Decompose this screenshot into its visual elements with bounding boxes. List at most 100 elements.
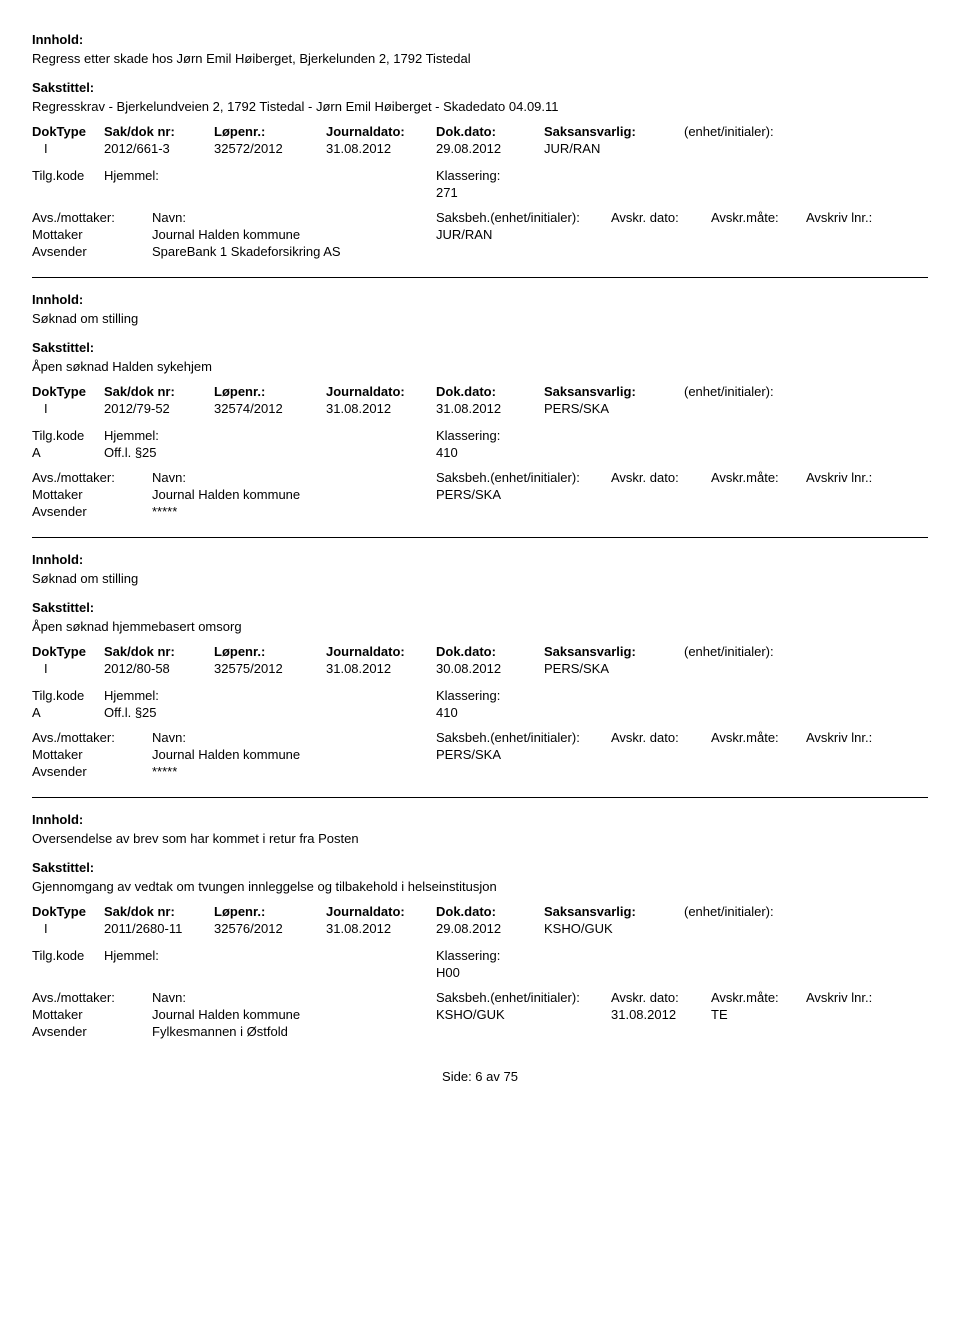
hjemmel-value: Off.l. §25 xyxy=(104,445,436,460)
enhet-value xyxy=(684,661,928,676)
sakstittel-text: Åpen søknad hjemmebasert omsorg xyxy=(32,619,928,634)
hjemmel-label: Hjemmel: xyxy=(104,428,436,443)
ddato-label: Dok.dato: xyxy=(436,644,544,659)
sakstittel-text: Gjennomgang av vedtak om tvungen innlegg… xyxy=(32,879,928,894)
tilg-value-row: A Off.l. §25 410 xyxy=(32,705,928,720)
record-separator xyxy=(32,797,928,798)
tilg-header-row: Tilg.kode Hjemmel: Klassering: xyxy=(32,428,928,443)
ddato-label: Dok.dato: xyxy=(436,384,544,399)
lopenr-value: 32576/2012 xyxy=(214,921,326,936)
party-avskr-dato xyxy=(611,504,711,519)
saksbeh-label: Saksbeh.(enhet/initialer): xyxy=(436,470,611,485)
jdato-label: Journaldato: xyxy=(326,384,436,399)
party-row: Avsender ***** xyxy=(32,504,928,519)
meta-value-row: I 2012/80-58 32575/2012 31.08.2012 30.08… xyxy=(32,661,928,676)
tilgkode-label: Tilg.kode xyxy=(32,168,104,183)
doktype-label: DokType xyxy=(32,124,104,139)
party-avskr-mate xyxy=(711,1024,806,1039)
party-avskr-dato xyxy=(611,764,711,779)
party-role: Mottaker xyxy=(32,747,152,762)
party-avskr-dato xyxy=(611,227,711,242)
innhold-text: Regress etter skade hos Jørn Emil Høiber… xyxy=(32,51,928,66)
avs-header-row: Avs./mottaker: Navn: Saksbeh.(enhet/init… xyxy=(32,210,928,225)
party-avskr-mate xyxy=(711,244,806,259)
tilgkode-value xyxy=(32,965,104,980)
enhet-label: (enhet/initialer): xyxy=(684,644,928,659)
tilgkode-value: A xyxy=(32,705,104,720)
lopenr-value: 32575/2012 xyxy=(214,661,326,676)
party-row: Avsender SpareBank 1 Skadeforsikring AS xyxy=(32,244,928,259)
party-name: SpareBank 1 Skadeforsikring AS xyxy=(152,244,436,259)
party-row: Mottaker Journal Halden kommune KSHO/GUK… xyxy=(32,1007,928,1022)
jdato-value: 31.08.2012 xyxy=(326,921,436,936)
party-role: Avsender xyxy=(32,764,152,779)
jdato-label: Journaldato: xyxy=(326,904,436,919)
klass-value: H00 xyxy=(436,965,586,980)
lopenr-label: Løpenr.: xyxy=(214,644,326,659)
party-avskr-mate xyxy=(711,227,806,242)
party-saksbeh xyxy=(436,504,611,519)
doktype-value: I xyxy=(32,401,104,416)
hjemmel-value xyxy=(104,185,436,200)
enhet-label: (enhet/initialer): xyxy=(684,124,928,139)
navn-label: Navn: xyxy=(152,990,436,1005)
sakstittel-label: Sakstittel: xyxy=(32,600,928,615)
party-avskr-mate xyxy=(711,487,806,502)
ddato-label: Dok.dato: xyxy=(436,124,544,139)
party-name: Journal Halden kommune xyxy=(152,227,436,242)
innhold-label: Innhold: xyxy=(32,552,928,567)
meta-header-row: DokType Sak/dok nr: Løpenr.: Journaldato… xyxy=(32,904,928,919)
saksansv-label: Saksansvarlig: xyxy=(544,904,684,919)
party-role: Mottaker xyxy=(32,1007,152,1022)
saksansv-value: KSHO/GUK xyxy=(544,921,684,936)
klass-value: 271 xyxy=(436,185,586,200)
jdato-value: 31.08.2012 xyxy=(326,661,436,676)
sakstittel-label: Sakstittel: xyxy=(32,340,928,355)
tilgkode-value xyxy=(32,185,104,200)
meta-value-row: I 2011/2680-11 32576/2012 31.08.2012 29.… xyxy=(32,921,928,936)
avsmot-label: Avs./mottaker: xyxy=(32,990,152,1005)
ddato-label: Dok.dato: xyxy=(436,904,544,919)
avskrlnr-label: Avskriv lnr.: xyxy=(806,210,928,225)
sakdok-label: Sak/dok nr: xyxy=(104,904,214,919)
tilg-value-row: H00 xyxy=(32,965,928,980)
doktype-label: DokType xyxy=(32,644,104,659)
klass-value: 410 xyxy=(436,705,586,720)
enhet-label: (enhet/initialer): xyxy=(684,904,928,919)
navn-label: Navn: xyxy=(152,210,436,225)
party-role: Avsender xyxy=(32,504,152,519)
tilg-value-row: 271 xyxy=(32,185,928,200)
sakstittel-label: Sakstittel: xyxy=(32,860,928,875)
avs-header-row: Avs./mottaker: Navn: Saksbeh.(enhet/init… xyxy=(32,470,928,485)
saksbeh-label: Saksbeh.(enhet/initialer): xyxy=(436,990,611,1005)
meta-header-row: DokType Sak/dok nr: Løpenr.: Journaldato… xyxy=(32,124,928,139)
party-avskr-dato: 31.08.2012 xyxy=(611,1007,711,1022)
ddato-value: 30.08.2012 xyxy=(436,661,544,676)
avsmot-label: Avs./mottaker: xyxy=(32,730,152,745)
hjemmel-value: Off.l. §25 xyxy=(104,705,436,720)
doktype-value: I xyxy=(32,141,104,156)
navn-label: Navn: xyxy=(152,730,436,745)
party-avskr-mate: TE xyxy=(711,1007,806,1022)
tilg-value-row: A Off.l. §25 410 xyxy=(32,445,928,460)
avskrdato-label: Avskr. dato: xyxy=(611,210,711,225)
sakdok-value: 2012/661-3 xyxy=(104,141,214,156)
avskrdato-label: Avskr. dato: xyxy=(611,730,711,745)
innhold-label: Innhold: xyxy=(32,812,928,827)
navn-label: Navn: xyxy=(152,470,436,485)
avskrlnr-label: Avskriv lnr.: xyxy=(806,470,928,485)
record: Innhold: Søknad om stilling Sakstittel: … xyxy=(32,552,928,798)
sakdok-value: 2012/79-52 xyxy=(104,401,214,416)
hjemmel-label: Hjemmel: xyxy=(104,168,436,183)
jdato-value: 31.08.2012 xyxy=(326,401,436,416)
page-footer: Side: 6 av 75 xyxy=(32,1069,928,1084)
lopenr-value: 32572/2012 xyxy=(214,141,326,156)
party-saksbeh: KSHO/GUK xyxy=(436,1007,611,1022)
doktype-value: I xyxy=(32,661,104,676)
party-row: Avsender ***** xyxy=(32,764,928,779)
enhet-label: (enhet/initialer): xyxy=(684,384,928,399)
avskrdato-label: Avskr. dato: xyxy=(611,990,711,1005)
tilg-header-row: Tilg.kode Hjemmel: Klassering: xyxy=(32,948,928,963)
doktype-value: I xyxy=(32,921,104,936)
sakdok-label: Sak/dok nr: xyxy=(104,124,214,139)
